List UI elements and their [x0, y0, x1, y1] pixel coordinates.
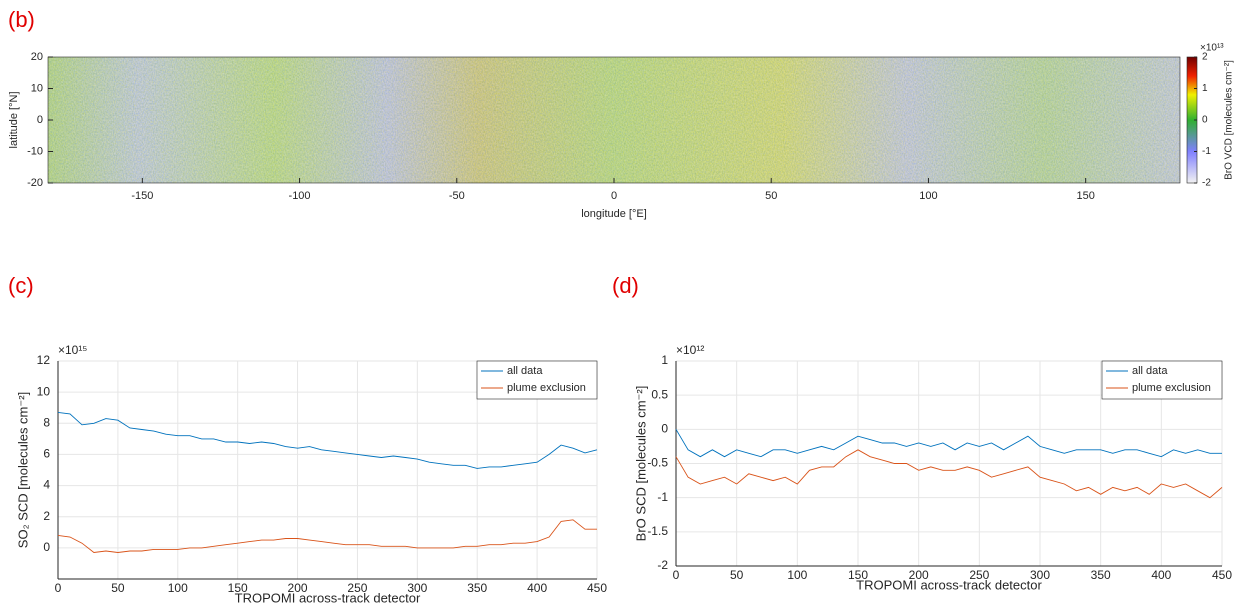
y-axis-label: latitude [°N] [8, 92, 20, 149]
x-tick-label: 50 [765, 190, 777, 202]
x-tick-label: 0 [55, 581, 62, 595]
x-tick-label: 0 [611, 190, 617, 202]
colorbar-tick-label: 2 [1202, 52, 1208, 63]
x-tick-label: 400 [527, 581, 547, 595]
x-tick-label: 100 [787, 568, 807, 582]
y-tick-label: 12 [37, 353, 51, 367]
y-tick-label: -1.5 [647, 524, 668, 538]
y-tick-label: 0 [37, 114, 43, 126]
x-tick-label: 250 [969, 568, 989, 582]
y-tick-label: 0.5 [651, 387, 668, 401]
x-tick-label: 250 [347, 581, 367, 595]
series-line [675, 429, 1222, 458]
series-line [675, 449, 1223, 499]
x-tick-label: 450 [1212, 568, 1232, 582]
y-tick-label: 0 [661, 422, 668, 436]
x-tick-label: 50 [730, 568, 744, 582]
x-axis-label: TROPOMI across-track detector [235, 590, 421, 605]
legend-label: plume exclusion [507, 382, 586, 394]
series-line [57, 411, 598, 469]
x-tick-label: 350 [467, 581, 487, 595]
y-tick-label: 0 [43, 540, 50, 554]
y-tick-label: 8 [43, 415, 50, 429]
x-tick-label: 50 [111, 581, 125, 595]
legend-box [1101, 360, 1223, 400]
axis-multiplier: ×10¹² [676, 343, 704, 357]
y-tick-label: 6 [43, 447, 50, 461]
x-tick-label: 300 [407, 581, 427, 595]
x-tick-label: 150 [1076, 190, 1094, 202]
legend-label: plume exclusion [1132, 382, 1211, 394]
axis-multiplier: ×10¹⁵ [58, 343, 87, 357]
y-tick-label: -10 [27, 145, 43, 157]
y-tick-label: -0.5 [647, 456, 668, 470]
x-tick-label: 200 [288, 581, 308, 595]
panel-label: (c) [8, 273, 34, 298]
x-tick-label: -50 [449, 190, 465, 202]
x-tick-label: 150 [848, 568, 868, 582]
x-tick-label: 450 [587, 581, 607, 595]
colorbar-tick-label: 0 [1202, 115, 1208, 126]
colorbar-tick-label: -2 [1202, 178, 1211, 189]
colorbar-tick-label: -1 [1202, 146, 1211, 157]
y-tick-label: 20 [31, 51, 43, 63]
y-tick-label: -1 [657, 490, 668, 504]
panel-label: (d) [612, 273, 639, 298]
y-tick-label: 2 [43, 509, 50, 523]
colorbar-tick-label: 1 [1202, 83, 1208, 94]
y-tick-label: 10 [37, 384, 51, 398]
x-tick-label: 400 [1151, 568, 1171, 582]
x-tick-label: 300 [1030, 568, 1050, 582]
panel-label: (b) [8, 7, 35, 32]
y-tick-label: -20 [27, 177, 43, 189]
x-tick-label: 350 [1091, 568, 1111, 582]
map-image [48, 57, 1180, 183]
x-tick-label: -100 [289, 190, 311, 202]
legend-label: all data [1132, 365, 1168, 377]
y-tick-label: 10 [31, 82, 43, 94]
y-tick-label: -2 [657, 558, 668, 572]
x-tick-label: -150 [131, 190, 153, 202]
x-tick-label: 100 [919, 190, 937, 202]
x-axis-label: longitude [°E] [581, 208, 647, 220]
legend-label: all data [507, 365, 543, 377]
x-tick-label: 100 [168, 581, 188, 595]
legend-box [476, 360, 598, 400]
x-tick-label: 200 [909, 568, 929, 582]
colorbar-multiplier: ×10¹³ [1200, 43, 1224, 54]
y-axis-label: SO₂ SCD [molecules cm⁻²] [15, 392, 30, 548]
x-axis-label: TROPOMI across-track detector [856, 577, 1042, 592]
y-tick-label: 4 [43, 478, 50, 492]
series-line [57, 519, 597, 553]
x-tick-label: 150 [228, 581, 248, 595]
x-tick-label: 0 [673, 568, 680, 582]
y-tick-label: 1 [661, 353, 668, 367]
colorbar-label: BrO VCD [molecules cm⁻²] [1224, 60, 1235, 180]
y-axis-label: BrO SCD [molecules cm⁻²] [633, 386, 648, 542]
